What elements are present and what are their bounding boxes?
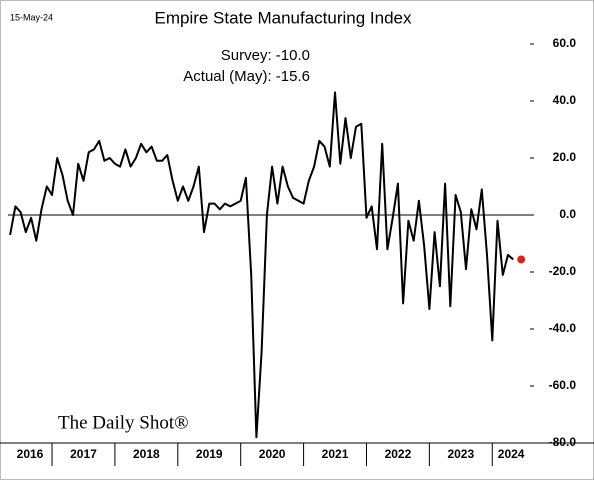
year-label: 2020 — [259, 447, 286, 461]
year-label: 2024 — [498, 447, 525, 461]
line — [9, 91, 514, 439]
year-label: 2022 — [385, 447, 412, 461]
year-label: 2016 — [17, 447, 44, 461]
year-label: 2021 — [322, 447, 349, 461]
year-label: 2019 — [196, 447, 223, 461]
chart-title: Empire State Manufacturing Index — [154, 8, 412, 27]
y-tick-label: 40.0 — [553, 93, 577, 107]
last-point — [517, 255, 526, 264]
y-tick-label: -20.0 — [549, 264, 577, 278]
year-label: 2023 — [447, 447, 474, 461]
y-tick-label: 60.0 — [553, 36, 577, 50]
y-tick-label: 20.0 — [553, 150, 577, 164]
y-tick-label: -40.0 — [549, 321, 577, 335]
year-label: 2017 — [70, 447, 97, 461]
year-label: 2018 — [133, 447, 160, 461]
annotation: Survey: -10.0 — [221, 47, 310, 64]
y-tick-label: -60.0 — [549, 378, 577, 392]
watermark: The Daily Shot® — [58, 412, 189, 433]
y-tick-label: -80.0 — [549, 435, 577, 449]
annotation: Actual (May): -15.6 — [183, 68, 310, 85]
date-label: 15-May-24 — [10, 12, 53, 22]
y-tick-label: 0.0 — [559, 207, 576, 221]
